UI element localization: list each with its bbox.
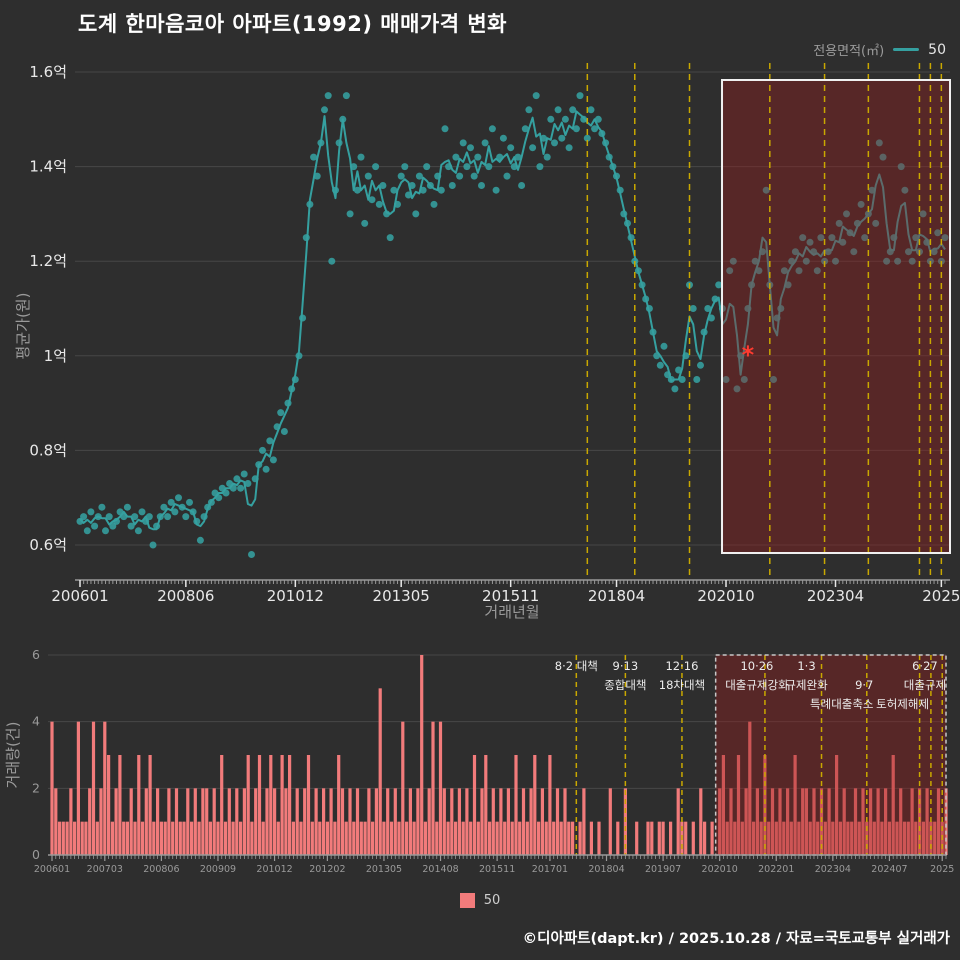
svg-text:0.6억: 0.6억 <box>29 536 67 554</box>
price-y-axis-title: 평균가(원) <box>14 293 32 360</box>
svg-text:2025: 2025 <box>922 587 960 605</box>
svg-text:201804: 201804 <box>588 864 624 875</box>
svg-text:1억: 1억 <box>44 347 67 365</box>
volume-legend-label: 50 <box>483 893 501 908</box>
svg-text:200601: 200601 <box>51 587 108 605</box>
svg-text:201012: 201012 <box>267 587 324 605</box>
legend-line-sample <box>893 48 920 51</box>
svg-text:특례대출축소: 특례대출축소 <box>810 697 873 711</box>
svg-text:9·7: 9·7 <box>855 678 873 692</box>
svg-text:0.8억: 0.8억 <box>29 441 67 459</box>
svg-text:2025: 2025 <box>930 864 954 875</box>
svg-text:201511: 201511 <box>479 864 515 875</box>
svg-text:201511: 201511 <box>482 587 539 605</box>
svg-text:4: 4 <box>32 714 40 729</box>
footer-credit: ©디아파트(dapt.kr) / 2025.10.28 / 자료=국토교통부 실… <box>522 931 950 947</box>
svg-text:201804: 201804 <box>588 587 645 605</box>
svg-text:대출규제강화: 대출규제강화 <box>725 678 789 692</box>
legend-bar-swatch <box>459 893 475 908</box>
svg-text:202304: 202304 <box>807 587 864 605</box>
svg-text:6·27: 6·27 <box>912 659 938 673</box>
svg-text:대출규제: 대출규제 <box>904 678 946 692</box>
svg-text:200806: 200806 <box>157 587 214 605</box>
svg-text:201305: 201305 <box>366 864 402 875</box>
legend-series-label: 50 <box>928 41 946 58</box>
svg-text:200703: 200703 <box>87 864 123 875</box>
svg-text:1·3: 1·3 <box>797 659 815 673</box>
svg-text:6: 6 <box>32 647 40 662</box>
svg-text:200601: 200601 <box>34 864 70 875</box>
svg-text:*: * <box>742 341 755 369</box>
svg-text:1.2억: 1.2억 <box>29 252 67 270</box>
legend-area-label: 전용면적(㎡) <box>813 44 885 59</box>
page-title: 도계 한마음코아 아파트(1992) 매매가격 변화 <box>78 12 508 36</box>
svg-text:1.6억: 1.6억 <box>29 63 67 81</box>
svg-text:201701: 201701 <box>532 864 568 875</box>
price-chart: 0.6억 0.8억 1억 1.2억 1.4억 1.6억 * 200601 200806 20101… <box>29 63 960 605</box>
svg-text:2: 2 <box>32 780 40 795</box>
svg-text:202201: 202201 <box>758 864 794 875</box>
svg-text:8·2 대책: 8·2 대책 <box>555 659 598 673</box>
volume-legend: 50 <box>0 893 960 908</box>
price-legend: 전용면적(㎡) 50 <box>813 40 946 60</box>
svg-text:18차대책: 18차대책 <box>659 678 705 692</box>
svg-text:202010: 202010 <box>697 587 754 605</box>
svg-text:202407: 202407 <box>871 864 907 875</box>
svg-text:종합대책: 종합대책 <box>604 678 646 692</box>
volume-y-axis-title: 거래량(건) <box>4 722 22 789</box>
svg-text:200806: 200806 <box>143 864 179 875</box>
svg-text:10·26: 10·26 <box>740 659 773 673</box>
svg-text:토허제해제: 토허제해제 <box>876 697 929 711</box>
price-x-axis-title: 거래년월 <box>484 603 539 621</box>
svg-text:201012: 201012 <box>256 864 292 875</box>
svg-text:규제완화: 규제완화 <box>785 678 828 692</box>
svg-text:12·16: 12·16 <box>665 659 698 673</box>
svg-text:201202: 201202 <box>309 864 345 875</box>
svg-text:201408: 201408 <box>422 864 458 875</box>
svg-text:0: 0 <box>32 847 40 862</box>
svg-text:201907: 201907 <box>645 864 681 875</box>
svg-text:201305: 201305 <box>373 587 430 605</box>
svg-text:9·13: 9·13 <box>613 659 639 673</box>
svg-text:200909: 200909 <box>200 864 236 875</box>
svg-text:202304: 202304 <box>815 864 851 875</box>
svg-text:1.4억: 1.4억 <box>29 158 67 176</box>
volume-chart: 0 2 4 6 8·2 대책 9·13 종합대책 12·16 18차대책 10·26 대출규제강화 1… <box>32 647 954 875</box>
svg-text:202010: 202010 <box>702 864 738 875</box>
